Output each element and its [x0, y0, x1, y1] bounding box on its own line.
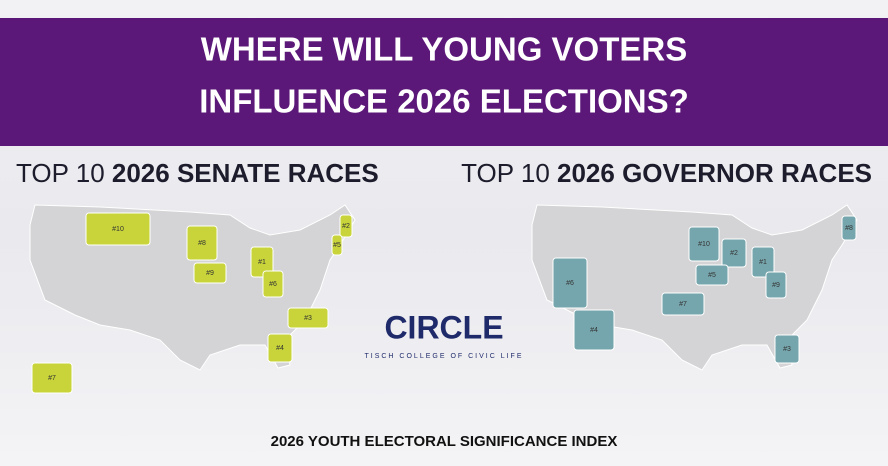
state-rank: #10 — [698, 241, 710, 248]
state — [751, 246, 775, 278]
state-rank: #2 — [730, 250, 738, 257]
state-rank: #7 — [679, 301, 687, 308]
state-rank: #9 — [772, 282, 780, 289]
state — [573, 309, 615, 351]
state — [552, 257, 588, 309]
state — [287, 307, 329, 329]
state-rank: #10 — [112, 226, 124, 233]
logo-tagline: TISCH COLLEGE OF CIVIC LIFE — [364, 353, 523, 360]
state-rank: #5 — [708, 272, 716, 279]
state-rank: #9 — [206, 270, 214, 277]
title-banner — [0, 18, 888, 146]
state-rank: #1 — [759, 259, 767, 266]
state-rank: #1 — [258, 259, 266, 266]
state-rank: #6 — [269, 281, 277, 288]
state — [186, 225, 218, 261]
title-line: WHERE WILL YOUNG VOTERS — [201, 31, 687, 68]
state-rank: #5 — [333, 242, 341, 249]
state-rank: #4 — [590, 327, 598, 334]
state-rank: #3 — [304, 315, 312, 322]
state — [841, 215, 857, 241]
state-rank: #4 — [276, 345, 284, 352]
state — [250, 246, 274, 278]
state-rank: #3 — [783, 346, 791, 353]
logo: CIRCLE — [384, 309, 503, 345]
state — [774, 334, 800, 364]
state — [661, 292, 705, 316]
footer: 2026 YOUTH ELECTORAL SIGNIFICANCE INDEX — [271, 433, 618, 450]
state-rank: #7 — [48, 375, 56, 382]
state — [695, 264, 729, 286]
state — [267, 333, 293, 363]
panel-heading: TOP 10 2026 GOVERNOR RACES — [461, 158, 872, 188]
state-rank: #6 — [566, 280, 574, 287]
state — [193, 262, 227, 284]
state — [721, 238, 747, 268]
state — [262, 270, 284, 298]
panel-heading: TOP 10 2026 SENATE RACES — [16, 158, 379, 188]
state-rank: #8 — [198, 240, 206, 247]
state — [339, 214, 353, 238]
state-rank: #2 — [342, 223, 350, 230]
state — [31, 362, 73, 394]
state-rank: #8 — [845, 225, 853, 232]
state — [85, 212, 151, 246]
state — [331, 234, 343, 256]
state — [688, 226, 720, 262]
title-line: INFLUENCE 2026 ELECTIONS? — [199, 83, 689, 120]
state — [765, 271, 787, 299]
